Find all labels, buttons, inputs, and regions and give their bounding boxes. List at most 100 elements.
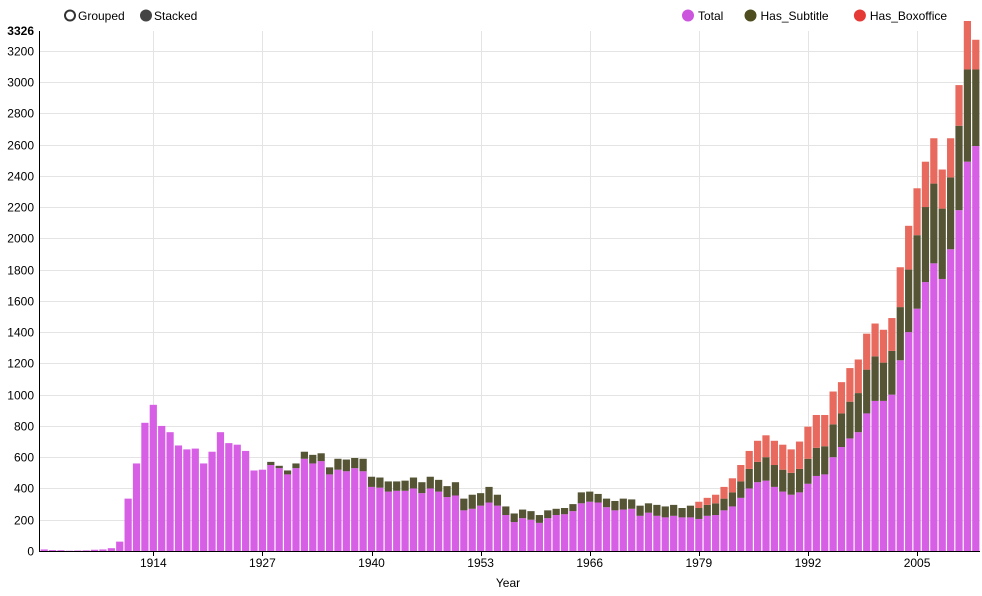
bar-total	[426, 488, 434, 551]
bar-has-subtitle	[384, 481, 392, 492]
bar-total	[628, 508, 636, 551]
bar-has-subtitle	[678, 508, 686, 518]
bar-total	[267, 465, 275, 551]
bar-has-subtitle	[779, 469, 787, 492]
bar-has-subtitle	[787, 472, 795, 495]
bar-has-subtitle	[527, 511, 535, 520]
bar-has-subtitle	[309, 454, 317, 464]
bar-has-subtitle	[300, 451, 308, 459]
bar-total	[821, 474, 829, 551]
bar-total	[200, 463, 208, 551]
bar-has-subtitle	[770, 465, 778, 487]
bar-total	[460, 510, 468, 551]
stacked-radio[interactable]	[140, 9, 152, 22]
y-tick-label: 200	[14, 514, 34, 528]
bar-has-boxoffice	[745, 450, 753, 469]
bar-has-subtitle	[812, 447, 820, 476]
x-axis-ticks: 1914 1927 1940 1953 1966 1979 1992 2005	[140, 551, 931, 570]
bar-has-subtitle	[879, 362, 888, 401]
bar-has-subtitle	[544, 510, 552, 519]
bar-has-subtitle	[753, 461, 762, 483]
legend-swatch[interactable]	[744, 9, 757, 22]
y-tick-label: 0	[27, 545, 34, 559]
grouped-toggle[interactable]: Grouped	[64, 9, 125, 23]
bar-has-subtitle	[963, 69, 972, 162]
bar-has-boxoffice	[930, 138, 938, 184]
legend-item-total[interactable]: Total	[682, 9, 723, 23]
bar-total	[636, 515, 644, 551]
chart-controls: Grouped Stacked	[64, 9, 197, 23]
bar-has-boxoffice	[871, 323, 879, 357]
legend-swatch[interactable]	[682, 9, 694, 22]
legend-label[interactable]: Has_Boxoffice	[870, 9, 947, 23]
bar-total	[602, 507, 611, 551]
bar-has-subtitle	[619, 498, 627, 510]
bar-total	[334, 469, 342, 551]
legend-label[interactable]: Total	[698, 9, 723, 23]
bar-total	[879, 400, 888, 551]
bar-total	[510, 522, 518, 551]
bar-has-boxoffice	[846, 368, 854, 402]
bar-has-subtitle	[695, 508, 703, 519]
bar-has-subtitle	[938, 208, 946, 279]
bar-has-boxoffice	[854, 359, 862, 394]
bar-total	[90, 549, 99, 551]
bar-has-subtitle	[560, 508, 569, 515]
bar-has-boxoffice	[963, 20, 972, 70]
bar-total	[57, 550, 65, 551]
bar-total	[930, 263, 938, 551]
bar-total	[359, 471, 367, 551]
bar-has-subtitle	[401, 480, 409, 491]
bar-total	[913, 308, 921, 551]
bar-has-boxoffice	[787, 449, 795, 473]
grouped-label[interactable]: Grouped	[78, 9, 125, 23]
bar-total	[770, 486, 778, 551]
x-tick-label: 1979	[685, 556, 712, 570]
legend-swatch[interactable]	[853, 9, 866, 22]
bar-has-boxoffice	[720, 486, 728, 499]
bar-has-subtitle	[359, 458, 367, 472]
bar-has-subtitle	[535, 515, 543, 523]
bar-total	[376, 487, 384, 551]
bars	[40, 20, 980, 552]
bar-has-subtitle	[518, 509, 527, 519]
bar-total	[99, 549, 107, 551]
legend-label[interactable]: Has_Subtitle	[761, 9, 829, 23]
bar-total	[174, 445, 183, 551]
bar-total	[888, 394, 896, 551]
bar-total	[653, 515, 661, 551]
stacked-toggle[interactable]: Stacked	[140, 9, 197, 23]
bar-has-subtitle	[468, 494, 476, 509]
bar-total	[837, 447, 846, 551]
bar-total	[762, 480, 770, 551]
bar-total	[300, 458, 308, 551]
bar-total	[686, 517, 695, 551]
bar-total	[116, 541, 124, 551]
bar-total	[695, 518, 703, 551]
bar-total	[577, 503, 585, 551]
bar-has-subtitle	[795, 468, 804, 493]
bar-has-subtitle	[426, 476, 434, 489]
bar-total	[401, 490, 409, 551]
bar-total	[552, 515, 560, 551]
bar-total	[812, 475, 820, 551]
bar-has-boxoffice	[795, 441, 804, 469]
bar-has-subtitle	[393, 481, 401, 491]
bar-has-subtitle	[896, 307, 904, 361]
legend-item-has-boxoffice[interactable]: Has_Boxoffice	[853, 9, 947, 23]
stacked-label[interactable]: Stacked	[154, 9, 197, 23]
x-tick-label: 1953	[467, 556, 494, 570]
bar-has-subtitle	[510, 513, 518, 523]
bar-total	[384, 491, 392, 551]
bar-has-subtitle	[930, 183, 938, 264]
bar-has-subtitle	[888, 350, 896, 395]
bar-has-boxoffice	[728, 478, 737, 493]
bar-total	[905, 332, 913, 551]
legend-item-has-subtitle[interactable]: Has_Subtitle	[744, 9, 829, 23]
bar-has-subtitle	[829, 424, 837, 458]
y-tick-label: 400	[14, 482, 34, 496]
bar-has-subtitle	[594, 493, 602, 503]
grouped-radio[interactable]	[64, 9, 76, 22]
bar-total	[854, 432, 862, 551]
bar-total	[527, 519, 535, 551]
